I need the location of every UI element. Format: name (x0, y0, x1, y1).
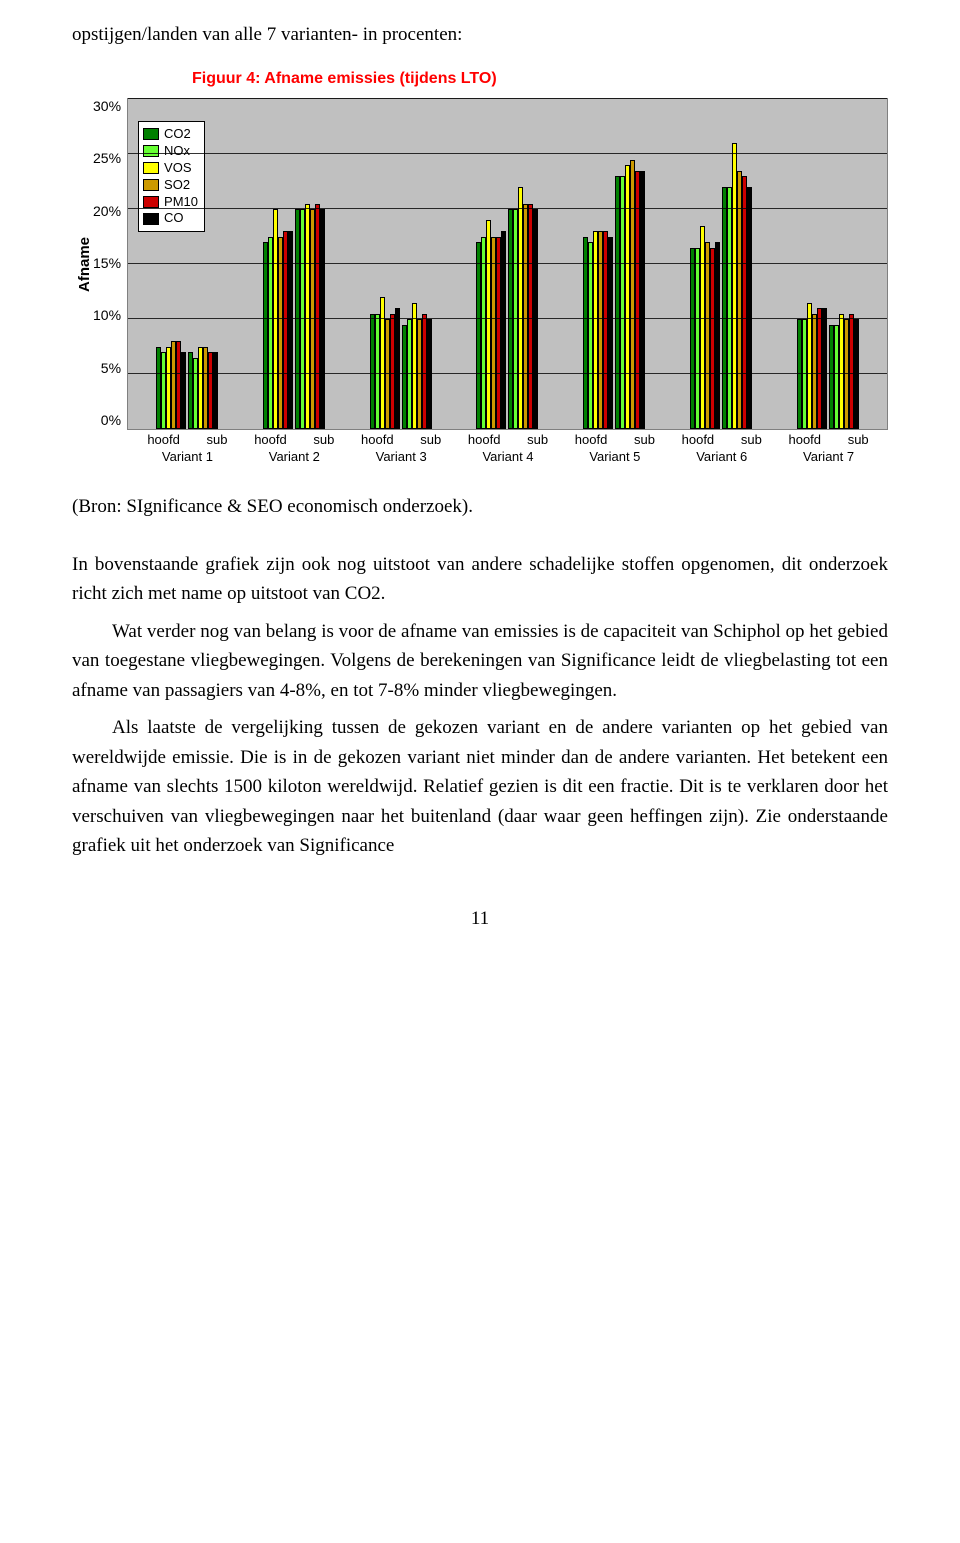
bar-subgroup (263, 209, 293, 429)
x-sub-label: hoofd (575, 432, 608, 447)
x-axis-group: hoofd subVariant 3 (348, 430, 455, 464)
bar-subgroup (615, 160, 645, 430)
bar-subgroup (476, 220, 506, 429)
bar-subgroup (156, 341, 186, 429)
x-axis-group: hoofd subVariant 1 (134, 430, 241, 464)
x-sub-label: hoofd (254, 432, 287, 447)
page: opstijgen/landen van alle 7 varianten- i… (0, 0, 960, 970)
x-axis-group: hoofd subVariant 6 (668, 430, 775, 464)
x-sub-label: hoofd (361, 432, 394, 447)
bar (501, 231, 506, 429)
x-axis-group: hoofd subVariant 7 (775, 430, 882, 464)
bar-subgroup (690, 226, 720, 430)
bar-subgroup (295, 204, 325, 430)
x-sub-label: hoofd (682, 432, 715, 447)
y-tick: 25% (93, 150, 121, 166)
bar-group (668, 99, 775, 429)
bar (747, 187, 752, 429)
x-axis-group: hoofd subVariant 5 (561, 430, 668, 464)
x-sub-label: hoofd (468, 432, 501, 447)
x-variant-label: Variant 5 (561, 447, 668, 464)
y-tick: 15% (93, 255, 121, 271)
x-variant-label: Variant 1 (134, 447, 241, 464)
body-text: In bovenstaande grafiek zijn ook nog uit… (72, 550, 888, 860)
paragraph-2: Wat verder nog van belang is voor de afn… (72, 617, 888, 705)
page-number: 11 (72, 908, 888, 930)
x-variant-label: Variant 4 (455, 447, 562, 464)
y-tick: 20% (93, 203, 121, 219)
bar-subgroup (402, 303, 432, 430)
x-sub-label: sub (741, 432, 762, 447)
bar (533, 209, 538, 429)
x-sub-label: sub (527, 432, 548, 447)
bar (640, 171, 645, 430)
bar-subgroup (508, 187, 538, 429)
bar-group (134, 99, 241, 429)
bar (395, 308, 400, 429)
intro-text: opstijgen/landen van alle 7 varianten- i… (72, 24, 888, 46)
x-axis-group: hoofd subVariant 2 (241, 430, 348, 464)
bar-subgroup (797, 303, 827, 430)
x-sub-label: sub (313, 432, 334, 447)
x-variant-label: Variant 7 (775, 447, 882, 464)
bar (288, 231, 293, 429)
paragraph-3: Als laatste de vergelijking tussen de ge… (72, 713, 888, 860)
x-sub-label: sub (848, 432, 869, 447)
y-axis-ticks: 30% 25% 20% 15% 10% 5% 0% (93, 98, 127, 428)
y-tick: 30% (93, 98, 121, 114)
y-axis-label: Afname (72, 98, 93, 430)
bar-group (561, 99, 668, 429)
bar-subgroup (722, 143, 752, 429)
bar (213, 352, 218, 429)
x-variant-label: Variant 6 (668, 447, 775, 464)
bar-group (347, 99, 454, 429)
x-sub-label: hoofd (788, 432, 821, 447)
bar (715, 242, 720, 429)
x-axis-group: hoofd subVariant 4 (455, 430, 562, 464)
bar (854, 319, 859, 429)
y-tick: 0% (93, 412, 121, 428)
bar (181, 352, 186, 429)
bar (427, 319, 432, 429)
emissions-chart: Figuur 4: Afname emissies (tijdens LTO) … (72, 70, 888, 464)
source-text: (Bron: SIgnificance & SEO economisch ond… (72, 496, 888, 518)
paragraph-1: In bovenstaande grafiek zijn ook nog uit… (72, 550, 888, 609)
chart-title: Figuur 4: Afname emissies (tijdens LTO) (192, 70, 888, 88)
x-variant-label: Variant 2 (241, 447, 348, 464)
y-tick: 5% (93, 360, 121, 376)
chart-plot-area: CO2NOxVOSSO2PM10CO (127, 98, 888, 430)
bar (320, 209, 325, 429)
x-axis: hoofdsubVariant 1hoofdsubVariant 2hoofds… (72, 430, 888, 464)
bar-subgroup (370, 297, 400, 429)
bar-subgroup (583, 231, 613, 429)
bar-subgroup (829, 314, 859, 430)
x-sub-label: sub (207, 432, 228, 447)
x-sub-label: sub (420, 432, 441, 447)
x-sub-label: sub (634, 432, 655, 447)
chart-body: Afname 30% 25% 20% 15% 10% 5% 0% CO2NOxVOSSO2P… (72, 98, 888, 430)
bar-group (454, 99, 561, 429)
y-tick: 10% (93, 307, 121, 323)
bar-group (774, 99, 881, 429)
bar (822, 308, 827, 429)
bar (608, 237, 613, 430)
bar-subgroup (188, 347, 218, 430)
x-variant-label: Variant 3 (348, 447, 455, 464)
bar-group (241, 99, 348, 429)
x-sub-label: hoofd (147, 432, 180, 447)
